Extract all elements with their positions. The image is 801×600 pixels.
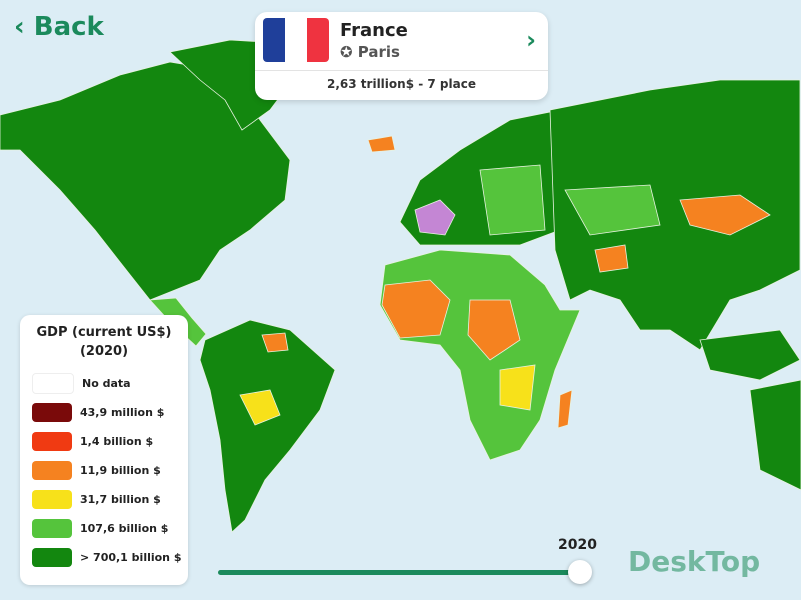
asia[interactable] [549,79,801,351]
legend-swatch [32,489,72,509]
legend-label: 31,7 billion $ [80,492,161,506]
next-chevron[interactable]: › [526,26,536,54]
legend-item: 1,4 billion $ [32,431,153,451]
flag-stripe [263,18,285,62]
legend-label: No data [82,376,131,390]
legend-label: 43,9 million $ [80,405,165,419]
legend-swatch [32,518,72,538]
west-africa[interactable] [381,279,451,339]
flag-stripe [307,18,329,62]
se-asia[interactable] [699,329,801,381]
watermark: DeskTop [628,545,761,578]
year-slider[interactable] [218,570,580,575]
east-africa[interactable] [499,364,536,411]
legend-swatch [32,460,72,480]
eastern-europe[interactable] [479,164,546,236]
legend-swatch [32,431,72,451]
australia[interactable] [749,379,801,491]
country-card[interactable]: France ✪ Paris › 2,63 trillion$ - 7 plac… [255,12,548,100]
legend-title: GDP (current US$) [36,325,172,340]
legend-item: 107,6 billion $ [32,518,168,538]
legend-item: 43,9 million $ [32,402,164,422]
capital: ✪ Paris [340,43,400,61]
north-america[interactable] [0,61,291,301]
back-button[interactable]: ‹ Back [14,12,104,42]
madagascar[interactable] [557,389,573,429]
legend: GDP (current US$) (2020) No data 43,9 mil… [20,315,188,585]
legend-label: > 700,1 billion $ [80,550,182,564]
legend-item: 31,7 billion $ [32,489,161,509]
france[interactable] [414,199,456,236]
gdp-rank: 2,63 trillion$ - 7 place [327,77,476,91]
central-africa[interactable] [467,299,521,361]
legend-label: 11,9 billion $ [80,463,161,477]
legend-item: > 700,1 billion $ [32,547,182,567]
capital-name: Paris [357,43,400,61]
country-name: France [340,20,408,41]
legend-swatch [32,402,72,422]
legend-subtitle: (2020) [79,344,129,359]
flag [263,18,329,62]
iceland[interactable] [367,135,396,153]
flag-stripe [285,18,307,62]
afghanistan[interactable] [594,244,629,273]
legend-swatch [32,547,72,567]
kazakhstan[interactable] [564,184,661,236]
legend-label: 1,4 billion $ [80,434,154,448]
mongolia[interactable] [679,194,771,236]
bolivia[interactable] [239,389,281,426]
divider [255,70,548,71]
slider-knob[interactable] [568,560,592,584]
year-label: 2020 [558,537,597,553]
legend-item: No data [32,372,131,394]
legend-label: 107,6 billion $ [80,521,169,535]
back-label[interactable]: Back [33,12,104,42]
south-america[interactable] [199,319,336,533]
legend-swatch [32,372,74,394]
guyana[interactable] [261,332,289,353]
africa[interactable] [379,249,581,461]
legend-title-box: GDP (current US$) (2020) [20,323,188,361]
legend-item: 11,9 billion $ [32,460,161,480]
